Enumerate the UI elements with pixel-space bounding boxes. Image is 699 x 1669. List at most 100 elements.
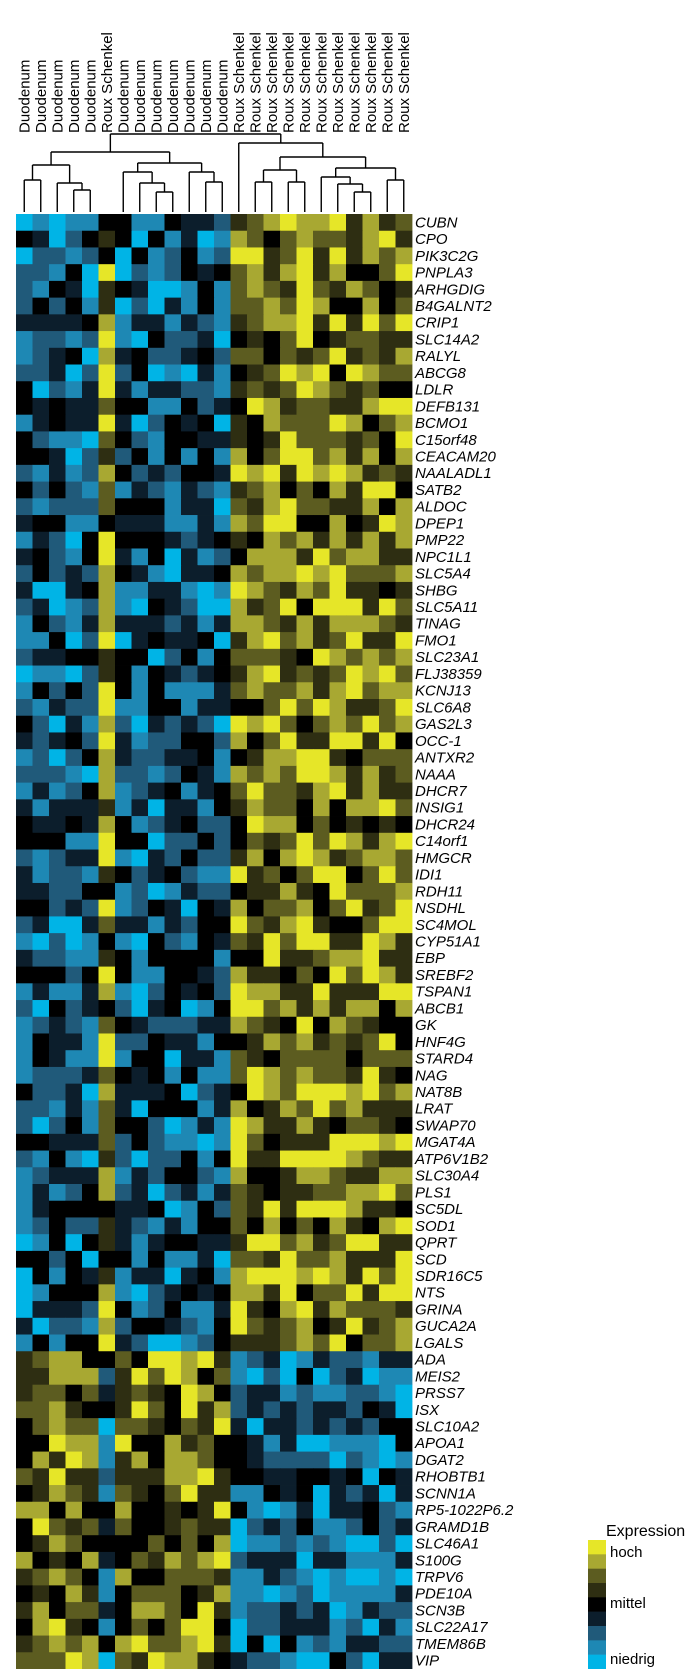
heatmap-cell (313, 1535, 330, 1553)
heatmap-cell (82, 899, 99, 917)
heatmap-cell (197, 431, 215, 449)
heatmap-cell (346, 1167, 363, 1185)
heatmap-cell (197, 381, 215, 399)
heatmap-cell (148, 1284, 165, 1302)
heatmap-cell (131, 1535, 149, 1553)
heatmap-cell (49, 448, 66, 466)
heatmap-cell (148, 481, 165, 499)
heatmap-cell (131, 431, 149, 449)
heatmap-cell (98, 1535, 116, 1553)
heatmap-cell (263, 1000, 281, 1018)
heatmap-cell (362, 1434, 380, 1452)
heatmap-cell (214, 1501, 231, 1519)
heatmap-cell (280, 749, 297, 767)
row-label: NAG (415, 1067, 448, 1084)
heatmap-cell (82, 832, 99, 850)
heatmap-cell (263, 699, 281, 717)
heatmap-cell (313, 515, 330, 533)
heatmap-cell (82, 1050, 99, 1068)
heatmap-cell (313, 1050, 330, 1068)
heatmap-cell (82, 682, 99, 700)
heatmap-cell (148, 949, 165, 967)
heatmap-cell (181, 1652, 198, 1669)
heatmap-cell (346, 648, 363, 666)
heatmap-cell (329, 598, 347, 616)
heatmap-cell (296, 1518, 314, 1536)
heatmap-cell (379, 1033, 396, 1051)
heatmap-cell (98, 1066, 116, 1085)
heatmap-cell (362, 732, 380, 750)
heatmap-cell (379, 1501, 396, 1519)
heatmap-cell (280, 665, 297, 683)
column-label: Roux Schenkel (247, 32, 264, 133)
heatmap-cell (16, 1050, 33, 1068)
heatmap-cell (280, 214, 297, 232)
heatmap-cell (313, 598, 330, 616)
heatmap-cell (164, 381, 182, 399)
column-label: Duodenum (66, 60, 83, 133)
heatmap-cell (379, 1167, 396, 1185)
row-label: MEIS2 (415, 1368, 461, 1385)
heatmap-cell (379, 882, 396, 901)
heatmap-cell (247, 832, 264, 850)
heatmap-cell (329, 1083, 347, 1101)
heatmap-cell (197, 565, 215, 583)
heatmap-cell (313, 297, 330, 315)
heatmap-cell (164, 1585, 182, 1603)
heatmap-cell (32, 1501, 50, 1519)
heatmap-cell (32, 581, 50, 600)
heatmap-cell (49, 1317, 66, 1335)
heatmap-cell (395, 431, 413, 449)
heatmap-cell (65, 866, 83, 884)
heatmap-cell (148, 1133, 165, 1151)
heatmap-cell (131, 381, 149, 399)
heatmap-cell (395, 1568, 413, 1586)
heatmap-cell (263, 1602, 281, 1620)
heatmap-cell (313, 1167, 330, 1185)
heatmap-cell (362, 1468, 380, 1486)
heatmap-cell (98, 983, 116, 1001)
heatmap-cell (49, 214, 66, 232)
heatmap-cell (98, 1184, 116, 1202)
heatmap-cell (395, 799, 413, 817)
heatmap-cell (379, 1066, 396, 1085)
heatmap-cell (115, 1000, 132, 1018)
heatmap-cell (280, 1016, 297, 1034)
heatmap-cell (296, 1016, 314, 1034)
heatmap-cell (16, 1083, 33, 1101)
heatmap-cell (49, 1167, 66, 1185)
row-label: ATP6V1B2 (414, 1151, 489, 1168)
heatmap-cell (98, 765, 116, 784)
heatmap-cell (181, 1501, 198, 1519)
heatmap-cell (329, 1317, 347, 1335)
heatmap-cell (181, 565, 198, 583)
heatmap-cell (280, 899, 297, 917)
heatmap-cell (346, 548, 363, 566)
heatmap-cell (329, 1050, 347, 1068)
heatmap-cell (115, 481, 132, 499)
heatmap-cell (98, 1618, 116, 1636)
heatmap-cell (230, 230, 248, 248)
heatmap-cell (197, 866, 215, 884)
heatmap-cell (230, 1418, 248, 1436)
heatmap-cell (346, 264, 363, 282)
heatmap-cell (379, 264, 396, 282)
heatmap-cell (49, 1200, 66, 1218)
heatmap-cell (313, 1568, 330, 1586)
heatmap-cell (164, 498, 182, 516)
heatmap-cell (230, 280, 248, 299)
heatmap-cell (32, 1518, 50, 1536)
heatmap-cell (65, 314, 83, 332)
heatmap-cell (148, 749, 165, 767)
heatmap-cell (16, 816, 33, 834)
heatmap-cell (395, 230, 413, 248)
heatmap-cell (346, 331, 363, 349)
heatmap-cell (329, 331, 347, 349)
heatmap-cell (181, 1284, 198, 1302)
heatmap-cell (115, 1150, 132, 1168)
heatmap-cell (32, 247, 50, 265)
heatmap-cell (230, 832, 248, 850)
heatmap-cell (115, 648, 132, 666)
heatmap-cell (131, 515, 149, 533)
heatmap-cell (82, 448, 99, 466)
